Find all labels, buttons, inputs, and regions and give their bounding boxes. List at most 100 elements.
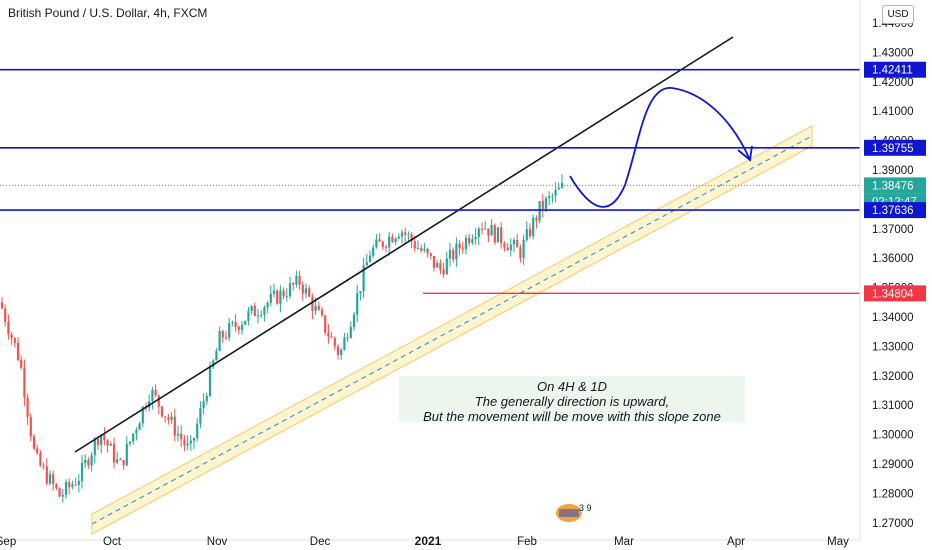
candle-body	[544, 198, 548, 209]
candle-body	[477, 228, 480, 237]
candle-body	[52, 474, 55, 485]
candle-body	[221, 331, 224, 338]
candle-body	[244, 320, 247, 325]
price-badge-label: 1.37636	[872, 205, 914, 217]
annotation-box: On 4H & 1D The generally direction is up…	[399, 376, 745, 424]
candle-body	[532, 217, 535, 236]
candle-body	[340, 349, 343, 355]
candle-body	[10, 334, 13, 338]
candle-body	[45, 466, 48, 484]
y-tick-label: 1.37000	[872, 224, 914, 236]
price-badge	[864, 285, 926, 302]
candle-body	[13, 337, 16, 344]
candle-body	[180, 433, 183, 440]
candle-body	[327, 332, 330, 337]
candle-body	[90, 455, 93, 466]
candle-body	[279, 290, 282, 304]
candle-body	[343, 337, 346, 350]
candle-body	[170, 416, 173, 420]
candle-body	[490, 224, 493, 236]
candle-body	[4, 308, 7, 323]
candle-body	[330, 336, 333, 338]
candle-body	[407, 234, 410, 236]
candle-body	[74, 484, 77, 486]
candle-body	[157, 395, 160, 407]
candle-body	[173, 416, 176, 436]
candle-body	[423, 248, 426, 251]
candle-body	[525, 229, 528, 240]
candle-body	[522, 239, 525, 258]
price-badge	[864, 61, 926, 78]
candle-body	[61, 495, 64, 497]
y-tick-label: 1.34000	[872, 312, 914, 324]
logo-text: 3 9	[579, 503, 592, 513]
x-tick-label: May	[827, 536, 849, 548]
candle-body	[164, 416, 167, 418]
candle-body	[96, 438, 100, 445]
candle-body	[420, 248, 423, 251]
candle-body	[439, 263, 442, 270]
y-tick-label: 1.32000	[872, 371, 914, 383]
candle-body	[218, 331, 221, 351]
currency-button[interactable]: USD	[882, 5, 914, 24]
candle-body	[410, 234, 413, 242]
candle-body	[464, 237, 468, 249]
candle-body	[356, 293, 359, 315]
candle-body	[535, 217, 538, 221]
candle-body	[100, 434, 103, 445]
candle-body	[458, 243, 461, 249]
candle-body	[384, 246, 388, 248]
slope-channel	[91, 125, 813, 535]
candle-body	[55, 484, 58, 489]
candle-body	[506, 247, 509, 251]
candle-body	[231, 322, 234, 324]
candle-body	[519, 247, 522, 258]
candle-body	[394, 238, 397, 243]
candle-body	[122, 460, 125, 466]
candle-body	[202, 401, 205, 409]
candle-body	[16, 343, 20, 360]
candle-body	[93, 438, 96, 456]
y-tick-label: 1.28000	[872, 488, 914, 500]
candle-body	[375, 239, 378, 248]
candle-body	[429, 253, 432, 256]
price-badge	[864, 177, 926, 194]
candle-body	[298, 275, 301, 285]
candle-body	[368, 255, 372, 263]
candle-body	[461, 248, 464, 250]
candle-body	[292, 283, 295, 285]
y-tick-label: 1.33000	[872, 341, 914, 353]
candle-body	[29, 416, 32, 437]
candle-body	[256, 315, 260, 317]
candle-body	[436, 263, 439, 268]
y-tick-label: 1.29000	[872, 459, 914, 471]
candle-body	[224, 337, 228, 339]
candle-body	[445, 258, 448, 275]
x-tick-label: Oct	[103, 536, 122, 548]
x-tick-label: Nov	[207, 536, 228, 548]
candle-body	[381, 241, 384, 247]
candle-body	[448, 249, 452, 259]
annotation-line-3: But the movement will be move with this …	[423, 409, 721, 424]
candle-body	[487, 228, 490, 236]
candle-body	[58, 488, 61, 497]
y-tick-label: 1.43000	[872, 47, 914, 59]
logo-icon: 3 9	[555, 501, 595, 523]
candle-body	[301, 284, 304, 294]
candle-body	[215, 350, 218, 361]
candle-body	[84, 459, 87, 464]
candle-body	[516, 239, 519, 248]
candle-body	[528, 229, 532, 236]
x-tick-label: Dec	[310, 536, 331, 548]
candle-body	[541, 201, 544, 209]
candle-body	[557, 187, 560, 190]
candle-body	[106, 440, 109, 446]
candle-body	[365, 262, 368, 266]
annotation-line-1: On 4H & 1D	[536, 379, 608, 394]
price-badge	[864, 139, 926, 156]
candle-body	[212, 360, 215, 368]
candle-body	[432, 255, 436, 268]
candle-body	[42, 465, 45, 467]
candle-body	[311, 296, 314, 311]
price-badge-label: 1.39755	[872, 143, 914, 155]
